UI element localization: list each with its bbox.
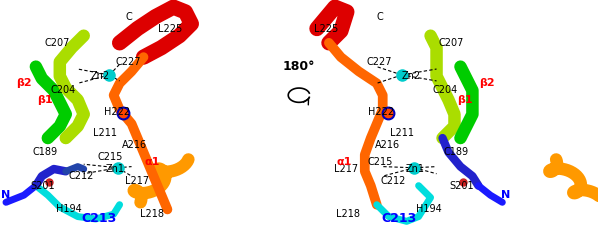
Text: C189: C189 [32, 147, 57, 157]
Text: Zn1: Zn1 [106, 164, 125, 174]
Text: S201: S201 [30, 181, 56, 191]
Text: C212: C212 [381, 176, 406, 186]
Text: A216: A216 [122, 140, 147, 150]
Text: β2: β2 [16, 78, 32, 88]
Text: L217: L217 [126, 176, 150, 186]
Text: C212: C212 [68, 171, 93, 181]
Text: H194: H194 [416, 204, 443, 214]
Text: S201: S201 [449, 181, 474, 191]
Text: L211: L211 [93, 128, 117, 138]
Text: C227: C227 [116, 57, 141, 67]
Text: β1: β1 [457, 95, 473, 105]
Text: α1: α1 [145, 157, 160, 167]
Text: Zn1: Zn1 [406, 164, 425, 174]
Text: L225: L225 [158, 24, 182, 34]
Text: L218: L218 [141, 209, 164, 219]
Text: C215: C215 [98, 152, 123, 162]
Text: L218: L218 [336, 209, 360, 219]
Text: Zn2: Zn2 [91, 71, 110, 81]
Text: L217: L217 [334, 164, 358, 174]
Text: C227: C227 [367, 57, 392, 67]
Text: L211: L211 [390, 128, 414, 138]
Text: α1: α1 [336, 157, 352, 167]
Text: C204: C204 [50, 85, 75, 95]
Text: H222: H222 [103, 107, 130, 117]
Text: C213: C213 [81, 213, 116, 225]
Text: H222: H222 [368, 107, 395, 117]
Text: Zn2: Zn2 [402, 71, 421, 81]
Text: C215: C215 [367, 157, 392, 167]
Text: N: N [501, 190, 510, 200]
Text: A216: A216 [375, 140, 400, 150]
Text: C: C [376, 12, 383, 22]
Text: C204: C204 [433, 85, 458, 95]
Text: β1: β1 [37, 95, 53, 105]
Text: C213: C213 [382, 213, 417, 225]
Text: N: N [1, 190, 11, 200]
Text: C207: C207 [44, 38, 69, 48]
Text: 180°: 180° [283, 60, 315, 73]
Text: C189: C189 [443, 147, 468, 157]
Text: L225: L225 [314, 24, 338, 34]
Text: C207: C207 [439, 38, 464, 48]
Text: H194: H194 [56, 204, 82, 214]
Text: C: C [125, 12, 132, 22]
Text: β2: β2 [480, 78, 495, 88]
